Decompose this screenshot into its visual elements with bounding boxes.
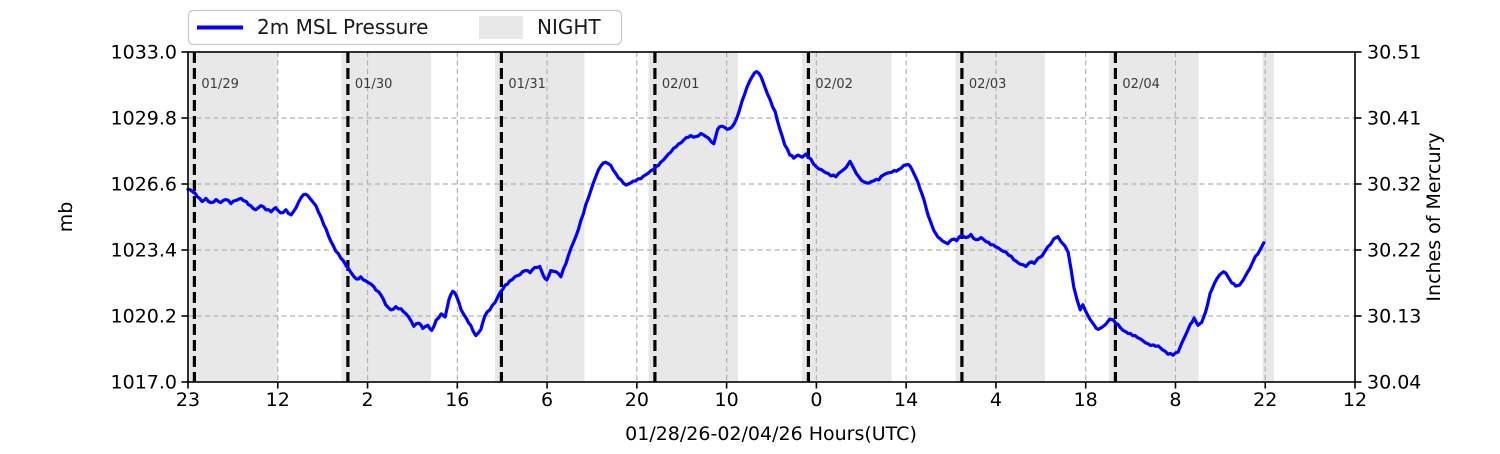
y-axis-label-right: Inches of Mercury	[1423, 132, 1445, 301]
day-boundary-layer: 01/29 01/30 01/31 02/01 02/02 02/03 02/04	[192, 52, 1160, 382]
legend-series-label: 2m MSL Pressure	[257, 15, 428, 39]
night-band	[802, 52, 892, 382]
y-tick-label-right: 30.51	[1367, 42, 1421, 64]
night-band	[648, 52, 739, 382]
x-tick-label: 18	[1074, 389, 1098, 411]
night-band	[495, 52, 585, 382]
day-date-annotation: 01/30	[355, 77, 392, 92]
x-tick-label: 0	[810, 389, 822, 411]
day-date-annotation: 02/03	[969, 77, 1006, 92]
x-tick-label: 4	[990, 389, 1002, 411]
night-band	[188, 52, 278, 382]
y-tick-label-right: 30.22	[1367, 240, 1421, 262]
day-date-annotation: 02/01	[662, 77, 699, 92]
x-axis-label: 01/28/26-02/04/26 Hours(UTC)	[625, 423, 917, 445]
pressure-line	[186, 70, 1266, 357]
x-tick-label: 10	[715, 389, 739, 411]
y-tick-label-left: 1026.6	[111, 174, 177, 196]
day-date-annotation: 02/04	[1122, 77, 1159, 92]
y-axis-label-left: mb	[55, 202, 77, 233]
day-date-annotation: 01/31	[508, 77, 545, 92]
y-tick-label-right: 30.32	[1367, 174, 1421, 196]
y-tick-label-left: 1020.2	[111, 306, 177, 328]
y-tick-label-left: 1033.0	[111, 42, 177, 64]
night-band	[341, 52, 432, 382]
y-tick-label-left: 1017.0	[111, 372, 177, 394]
night-band	[1262, 52, 1275, 382]
x-tick-label: 2	[361, 389, 373, 411]
legend-night-patch	[479, 16, 523, 39]
day-date-annotation: 02/02	[815, 77, 852, 92]
night-band	[1109, 52, 1199, 382]
x-tick-label: 8	[1169, 389, 1181, 411]
day-date-annotation: 01/29	[201, 77, 238, 92]
x-tick-label: 23	[176, 389, 200, 411]
x-tick-label: 22	[1253, 389, 1277, 411]
y-tick-label-right: 30.41	[1367, 108, 1421, 130]
x-tick-label: 6	[541, 389, 553, 411]
x-tick-label: 20	[625, 389, 649, 411]
pressure-line-layer	[186, 70, 1266, 357]
legend: 2m MSL Pressure NIGHT	[187, 9, 623, 46]
y-tick-label-right: 30.04	[1367, 372, 1421, 394]
y-tick-label-right: 30.13	[1367, 306, 1421, 328]
y-tick-label-left: 1029.8	[111, 108, 177, 130]
x-tick-label: 14	[894, 389, 918, 411]
axes-frame-layer	[181, 51, 1362, 389]
x-tick-label: 12	[1343, 389, 1367, 411]
night-band	[955, 52, 1046, 382]
legend-night-label: NIGHT	[537, 15, 601, 39]
night-bands-layer	[188, 52, 1275, 382]
gridlines-layer	[188, 52, 1355, 382]
tick-labels-layer: 23 12 2 16 6 20 10 0 14 4 18 8 22 12 1033.0 1029.8 1026.…	[111, 42, 1422, 412]
x-tick-label: 12	[266, 389, 290, 411]
x-tick-label: 16	[445, 389, 469, 411]
axes-frame	[187, 51, 1356, 383]
y-tick-label-left: 1023.4	[111, 240, 177, 262]
